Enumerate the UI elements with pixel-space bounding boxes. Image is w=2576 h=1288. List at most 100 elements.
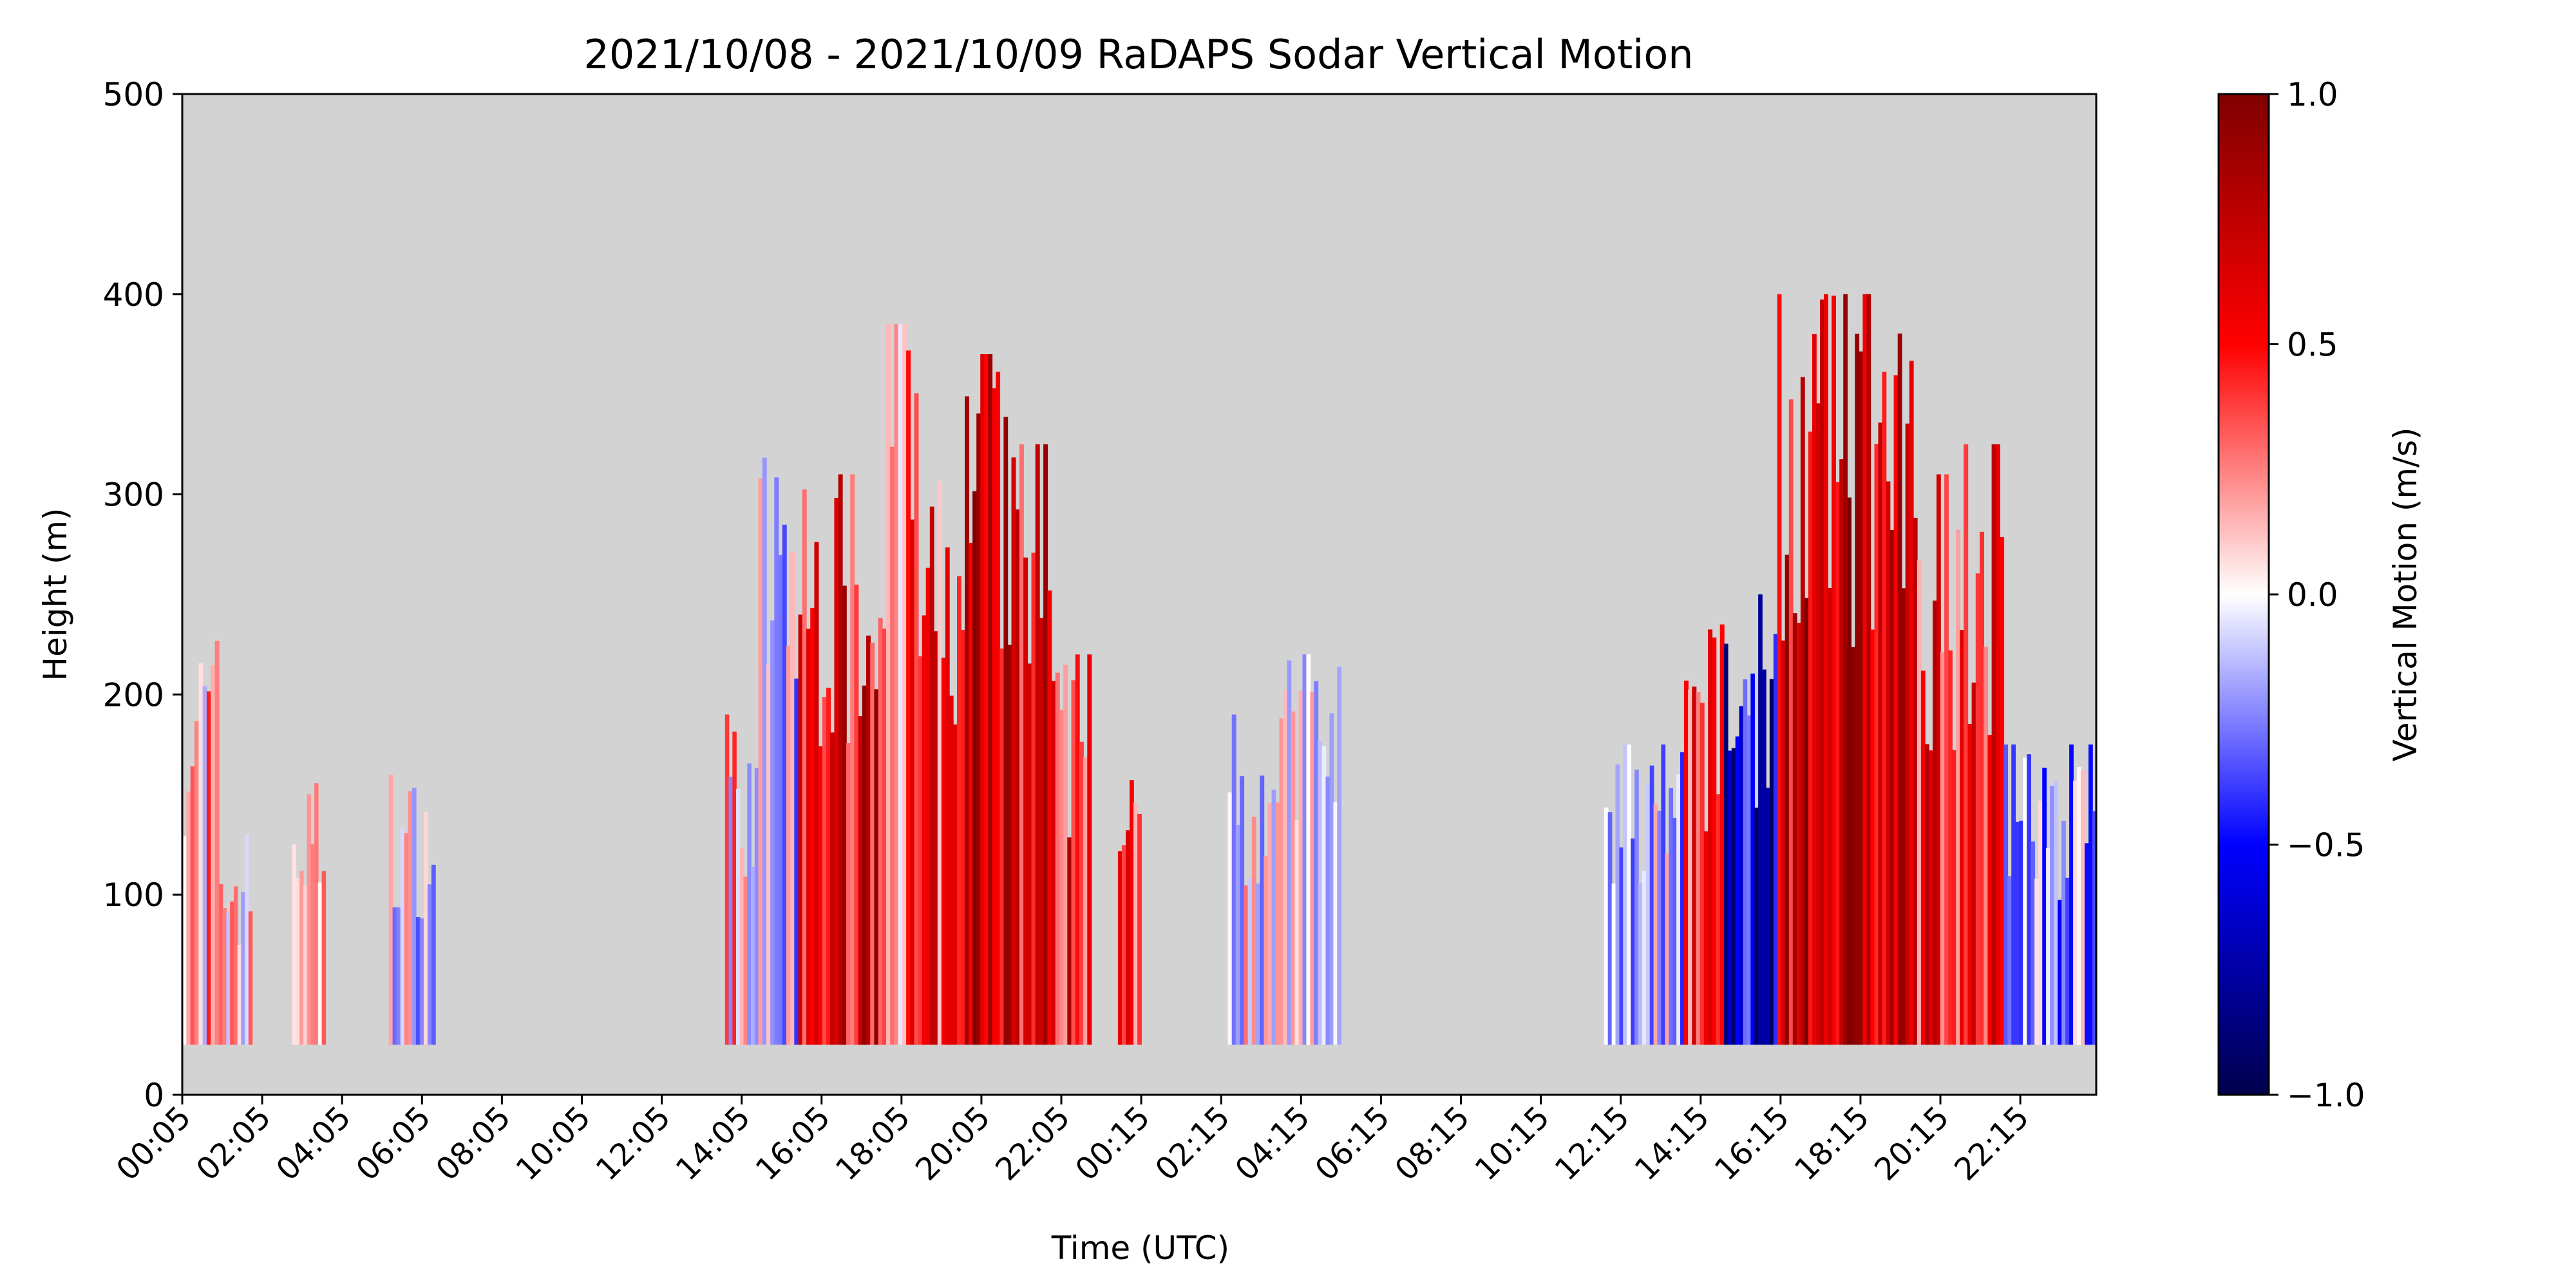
y-tick-label: 200 (103, 676, 164, 714)
data-streak (766, 664, 771, 1045)
data-streak (248, 911, 253, 1045)
data-streak (1043, 444, 1048, 1045)
colorbar-tick-label: 0.5 (2287, 327, 2338, 364)
data-segment (1777, 294, 1824, 1045)
data-streak (1855, 334, 1860, 1045)
data-streak (303, 885, 308, 1045)
data-streak (218, 884, 223, 1045)
data-streak (415, 917, 421, 1045)
x-tick-label: 14:15 (1628, 1099, 1716, 1188)
data-streak (1917, 560, 1922, 1045)
data-streak (419, 918, 424, 1045)
data-streak (1027, 663, 1032, 1045)
data-streak (972, 491, 977, 1045)
data-streak (794, 678, 799, 1045)
data-streak (743, 876, 748, 1045)
data-segment (1051, 654, 1092, 1045)
data-streak (1294, 820, 1300, 1045)
data-streak (1692, 687, 1697, 1045)
colorbar-tick-label: −0.5 (2287, 827, 2365, 864)
x-axis: 00:0502:0504:0506:0508:0510:0512:0514:05… (109, 1095, 2036, 1188)
data-streak (1023, 557, 1028, 1045)
data-streak (1302, 654, 1307, 1045)
data-streak (1240, 776, 1245, 1045)
data-streak (1696, 692, 1701, 1045)
data-streak (1283, 690, 1288, 1045)
data-streak (1796, 623, 1801, 1045)
data-streak (1676, 774, 1681, 1045)
data-streak (1661, 744, 1666, 1045)
data-streak (1669, 788, 1673, 1045)
data-streak (1785, 554, 1790, 1045)
colorbar-tick-label: 1.0 (2287, 76, 2338, 113)
data-streak (949, 696, 954, 1045)
y-axis: 0 100 200 300 400 500 (103, 76, 182, 1114)
data-streak (1874, 444, 1879, 1045)
data-streak (933, 631, 938, 1045)
data-streak (2092, 811, 2097, 1045)
x-tick-label: 00:15 (1068, 1099, 1157, 1188)
y-axis-label: Height (m) (37, 508, 74, 681)
y-tick-label: 100 (103, 876, 164, 914)
data-streak (1816, 403, 1821, 1045)
data-streak (870, 643, 875, 1045)
data-streak (230, 901, 234, 1045)
data-streak (2058, 900, 2062, 1045)
data-segment (838, 474, 879, 1045)
data-streak (1792, 613, 1797, 1045)
data-streak (1828, 588, 1832, 1045)
data-streak (1619, 847, 1624, 1045)
data-streak (1812, 334, 1817, 1045)
data-streak (412, 788, 417, 1045)
data-streak (1642, 871, 1647, 1045)
data-streak (1055, 672, 1060, 1045)
data-streak (2054, 781, 2058, 1045)
data-streak (1758, 594, 1763, 1045)
x-tick-label: 08:15 (1388, 1099, 1477, 1188)
data-streak (732, 732, 737, 1045)
data-streak (874, 689, 879, 1045)
data-streak (1133, 802, 1138, 1045)
data-streak (918, 656, 923, 1045)
data-streak (206, 691, 211, 1045)
data-streak (1940, 652, 1945, 1045)
data-streak (1777, 294, 1782, 1045)
x-tick-label: 02:15 (1148, 1099, 1236, 1188)
data-streak (1130, 780, 1134, 1045)
data-segment (1870, 333, 1918, 1045)
data-streak (999, 649, 1005, 1045)
colorbar: 1.0 0.5 0.0 −0.5 −1.0 Vertical Motion (m/s) (2217, 76, 2424, 1114)
data-streak (299, 871, 304, 1045)
data-streak (423, 811, 428, 1045)
data-streak (1079, 741, 1084, 1045)
x-tick-label: 20:05 (909, 1099, 997, 1188)
x-tick-label: 16:05 (749, 1099, 837, 1188)
data-streak (1623, 744, 1627, 1045)
data-streak (762, 457, 767, 1045)
data-streak (758, 478, 763, 1045)
data-streak (1866, 294, 1871, 1045)
data-streak (1847, 497, 1852, 1045)
data-streak (1235, 825, 1240, 1045)
data-streak (1905, 423, 1910, 1045)
data-streak (834, 498, 839, 1045)
data-segment (1917, 474, 1964, 1045)
data-streak (1924, 744, 1929, 1045)
data-streak (1956, 529, 1960, 1045)
data-streak (2077, 767, 2081, 1045)
data-streak (1781, 640, 1786, 1045)
data-streak (822, 697, 827, 1045)
data-streak (1804, 598, 1809, 1045)
data-segment (388, 774, 436, 1045)
data-streak (317, 882, 323, 1045)
data-segment (1683, 624, 1725, 1045)
data-streak (1964, 444, 1969, 1045)
data-streak (427, 884, 432, 1045)
data-streak (941, 658, 946, 1045)
data-streak (1007, 645, 1012, 1045)
data-streak (1987, 735, 1993, 1045)
data-streak (1275, 802, 1280, 1045)
data-streak (1227, 792, 1233, 1045)
data-streak (1329, 713, 1334, 1045)
